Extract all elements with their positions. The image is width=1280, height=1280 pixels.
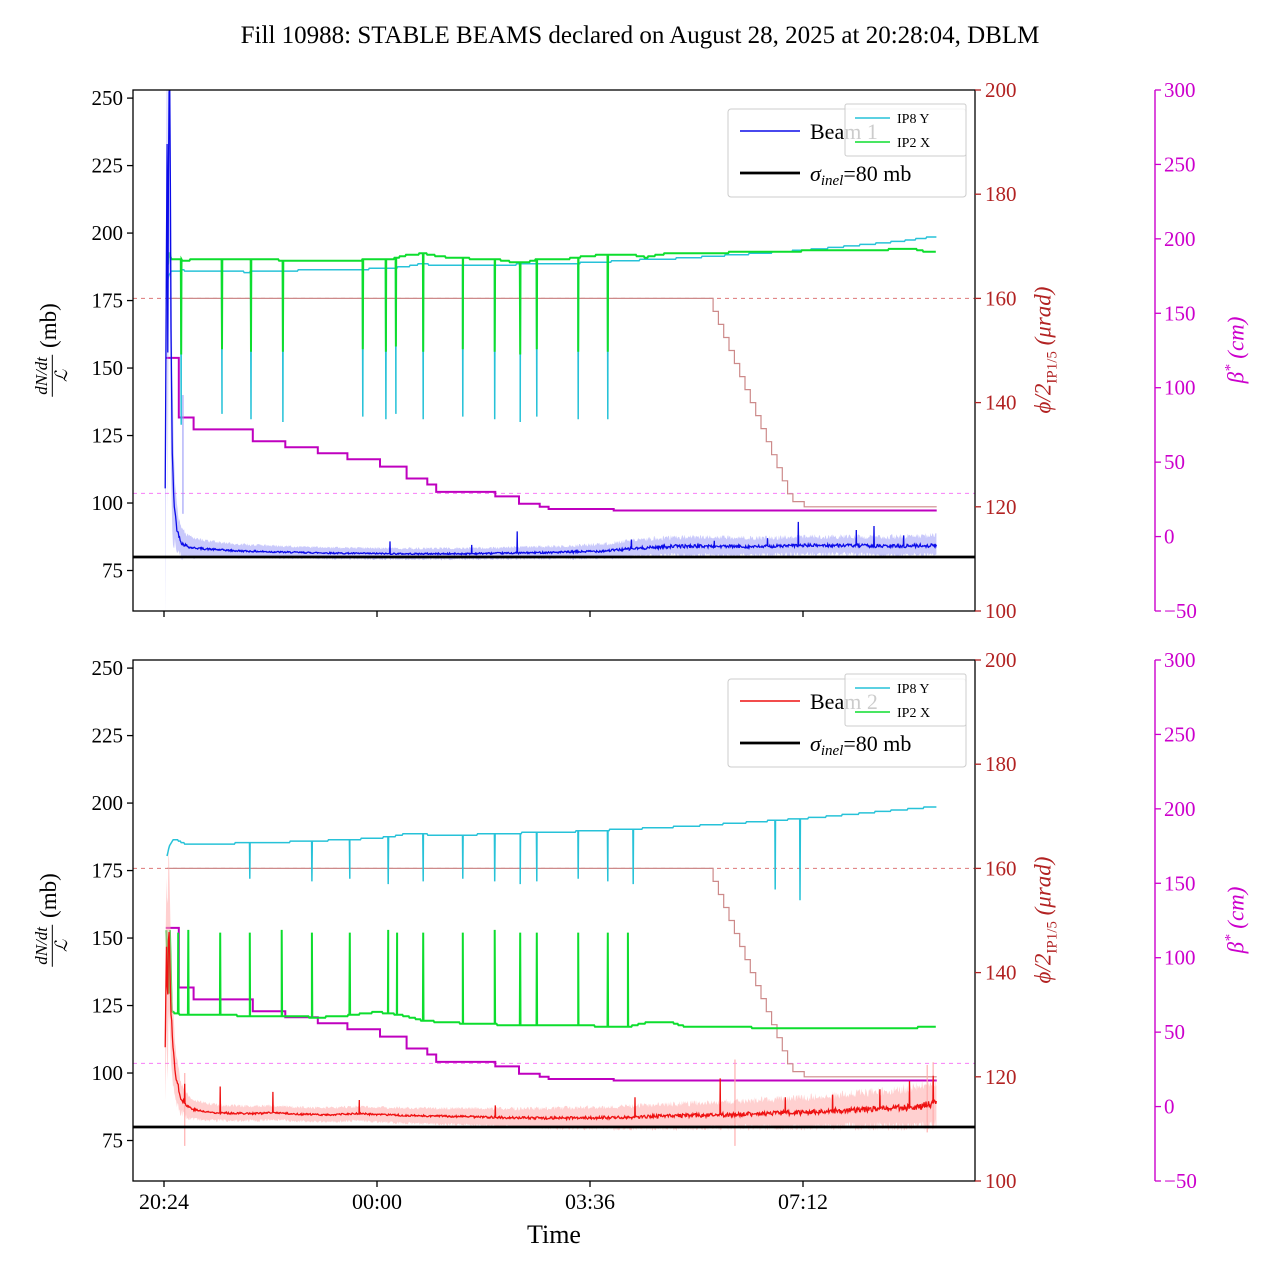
legend-sigma-label: σinel=80 mb: [810, 161, 911, 189]
left-tick-label: 100: [92, 491, 124, 515]
beta-tick-label: 200: [1164, 797, 1196, 821]
ip2-x-line: [165, 929, 936, 1030]
left-tick-label: 150: [92, 356, 124, 380]
ylabel-phi-top: ϕ/2IP1/5 (μrad): [1030, 286, 1061, 414]
beta-tick-label: −50: [1164, 1169, 1197, 1193]
beam1-line: [164, 90, 938, 556]
left-tick-label: 225: [92, 724, 124, 748]
beta-tick-label: 150: [1164, 301, 1196, 325]
ylabel-fraction: dN/dt ℒ: [31, 354, 71, 397]
overlay-legend: IP8 Y IP2 X: [844, 673, 967, 727]
ip2-x-line: [166, 247, 936, 355]
left-tick-label: 100: [92, 1061, 124, 1085]
ylabel-left-bottom: dN/dt ℒ (mb): [31, 873, 71, 967]
x-tick-label: 20:24: [139, 1189, 189, 1214]
beta-tick-label: 50: [1164, 450, 1185, 474]
legend-sigma-label: σinel=80 mb: [810, 731, 911, 759]
overlay-legend-box: [844, 673, 967, 727]
beta-tick-label: 0: [1164, 525, 1175, 549]
beam1-panel-plot-area: [133, 90, 975, 611]
beta-tick-label: 150: [1164, 871, 1196, 895]
left-tick-label: 125: [92, 994, 124, 1018]
phi-tick-label: 200: [985, 78, 1017, 102]
phi-tick-label: 180: [985, 752, 1017, 776]
ip8-y-line: [166, 806, 937, 901]
left-tick-label: 150: [92, 926, 124, 950]
left-tick-label: 175: [92, 289, 124, 313]
phi-tick-label: 120: [985, 1065, 1017, 1089]
xlabel-time: Time: [527, 1220, 581, 1249]
phi-tick-label: 200: [985, 648, 1017, 672]
overlay-legend-label-1: IP2 X: [897, 706, 930, 721]
phi-tick-label: 100: [985, 1169, 1017, 1193]
left-tick-label: 75: [102, 559, 123, 583]
overlay-legend-label-0: IP8 Y: [897, 682, 930, 697]
ylabel-left-top: dN/dt ℒ (mb): [31, 303, 71, 397]
ylabel-phi-bottom: ϕ/2IP1/5 (μrad): [1030, 856, 1061, 984]
beam2-panel-plot-area: [133, 806, 975, 1146]
beam2-line: [164, 931, 938, 1122]
beta-tick-label: 250: [1164, 722, 1196, 746]
left-tick-label: 200: [92, 791, 124, 815]
left-tick-label: 125: [92, 424, 124, 448]
phi-tick-label: 120: [985, 495, 1017, 519]
overlay-legend-box: [844, 103, 967, 157]
overlay-legend-label-1: IP2 X: [897, 136, 930, 151]
beta-tick-label: 100: [1164, 946, 1196, 970]
plot-frame: [132, 659, 976, 1182]
beta-tick-label: 200: [1164, 227, 1196, 251]
left-tick-label: 250: [92, 86, 124, 110]
overlay-legend: IP8 Y IP2 X: [844, 103, 967, 157]
x-tick-label: 03:36: [565, 1189, 615, 1214]
phi-tick-label: 180: [985, 182, 1017, 206]
plot-frame: [132, 89, 976, 612]
overlay-legend-label-0: IP8 Y: [897, 112, 930, 127]
left-tick-label: 175: [92, 859, 124, 883]
beam2-uncertainty-band: [165, 850, 937, 1132]
left-tick-label: 250: [92, 656, 124, 680]
beta-star-line: [165, 356, 937, 512]
beta-tick-label: 300: [1164, 78, 1196, 102]
left-tick-label: 75: [102, 1129, 123, 1153]
beta-tick-label: 0: [1164, 1095, 1175, 1119]
left-tick-label: 200: [92, 221, 124, 245]
beta-tick-label: 50: [1164, 1020, 1185, 1044]
beta-star-line: [165, 926, 937, 1082]
beta-tick-label: 250: [1164, 152, 1196, 176]
beta-tick-label: −50: [1164, 599, 1197, 623]
beam1-uncertainty-band: [165, 90, 937, 611]
phi-crossing-angle-line: [167, 867, 937, 1078]
phi-tick-label: 140: [985, 961, 1017, 985]
ylabel-beta-bottom: β* (cm): [1222, 886, 1249, 954]
left-tick-label: 225: [92, 154, 124, 178]
beta-tick-label: 300: [1164, 648, 1196, 672]
phi-tick-label: 160: [985, 286, 1017, 310]
x-tick-label: 07:12: [778, 1189, 828, 1214]
ylabel-beta-top: β* (cm): [1222, 316, 1249, 384]
figure-title: Fill 10988: STABLE BEAMS declared on Aug…: [240, 22, 1040, 49]
phi-tick-label: 100: [985, 599, 1017, 623]
phi-tick-label: 140: [985, 391, 1017, 415]
phi-crossing-angle-line: [167, 297, 937, 508]
phi-tick-label: 160: [985, 856, 1017, 880]
ylabel-fraction: dN/dt ℒ: [31, 924, 71, 967]
x-tick-label: 00:00: [352, 1189, 402, 1214]
beta-tick-label: 100: [1164, 376, 1196, 400]
